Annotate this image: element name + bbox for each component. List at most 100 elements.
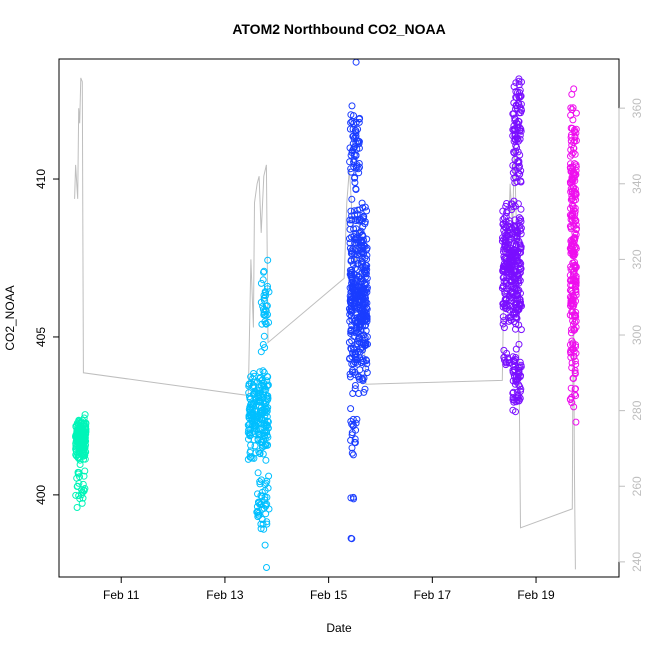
data-point	[571, 234, 579, 242]
x-tick-label: Feb 17	[414, 588, 452, 602]
data-point	[256, 425, 264, 433]
data-point	[345, 305, 353, 313]
data-point	[509, 169, 517, 177]
data-point	[360, 374, 368, 382]
data-point	[570, 293, 578, 301]
data-point	[260, 332, 268, 340]
data-point	[363, 304, 371, 312]
data-point	[350, 495, 358, 503]
x-tick-label: Feb 15	[310, 588, 348, 602]
data-point	[346, 158, 354, 166]
data-point	[347, 405, 355, 413]
data-point	[361, 203, 369, 211]
data-point	[258, 441, 266, 449]
data-point	[505, 295, 513, 303]
data-point	[363, 312, 370, 320]
data-point	[513, 257, 521, 265]
data-point	[349, 390, 357, 397]
data-point	[257, 520, 265, 528]
secondary-y-tick-label: 320	[630, 249, 644, 269]
data-point	[509, 162, 517, 169]
data-point	[262, 302, 270, 310]
data-point	[346, 235, 353, 243]
data-point	[572, 189, 580, 197]
data-point	[571, 126, 578, 134]
data-point	[72, 422, 80, 430]
data-point	[357, 216, 365, 223]
data-point	[348, 216, 356, 224]
data-point	[346, 125, 354, 133]
data-point	[352, 353, 360, 361]
data-point	[503, 200, 511, 207]
data-point	[356, 345, 364, 353]
data-point	[517, 224, 525, 232]
secondary-y-tick-label: 240	[630, 552, 644, 572]
data-point	[350, 327, 358, 335]
data-point	[351, 382, 359, 389]
data-point	[350, 290, 358, 298]
data-point	[567, 348, 574, 356]
data-point	[347, 534, 355, 542]
data-point	[516, 124, 524, 132]
data-point	[256, 384, 264, 392]
data-point	[510, 197, 518, 205]
x-axis: Feb 11 Feb 13 Feb 15 Feb 17 Feb 19	[103, 577, 555, 602]
data-point	[255, 511, 263, 519]
data-point	[361, 322, 369, 330]
data-point	[352, 58, 360, 66]
data-point	[347, 207, 355, 215]
data-point	[80, 444, 88, 452]
x-tick-label: Feb 11	[103, 588, 140, 602]
data-point	[515, 286, 523, 294]
data-point	[570, 85, 578, 93]
data-point	[347, 312, 355, 320]
data-point	[261, 403, 269, 410]
data-point	[264, 424, 272, 432]
points-layer	[72, 58, 580, 571]
data-point	[505, 223, 513, 231]
data-point	[566, 311, 574, 319]
data-point	[258, 492, 266, 500]
series-5	[566, 85, 580, 426]
data-point	[511, 300, 519, 308]
data-point	[510, 122, 518, 130]
data-point	[510, 126, 518, 134]
data-point	[79, 417, 87, 425]
data-point	[514, 248, 522, 256]
data-point	[517, 326, 525, 334]
data-point	[568, 337, 576, 345]
data-point	[352, 294, 360, 302]
data-point	[359, 375, 367, 383]
data-point	[500, 248, 507, 256]
data-point	[257, 492, 265, 500]
data-point	[351, 174, 358, 182]
data-point	[362, 327, 370, 335]
data-point	[249, 375, 257, 382]
data-point	[505, 217, 513, 225]
data-point	[259, 367, 267, 375]
data-point	[358, 248, 366, 256]
data-point	[262, 312, 270, 320]
data-point	[516, 358, 524, 366]
data-point	[264, 256, 272, 264]
data-point	[265, 319, 273, 326]
data-point	[263, 564, 270, 571]
data-point	[254, 435, 262, 443]
data-point	[501, 289, 509, 297]
data-point	[353, 318, 361, 326]
data-point	[516, 162, 523, 170]
data-point	[73, 504, 81, 511]
data-point	[350, 318, 358, 326]
data-point	[515, 81, 523, 89]
series-4	[498, 75, 525, 416]
data-point	[363, 266, 371, 274]
data-point	[572, 221, 580, 229]
data-point	[261, 487, 269, 495]
data-point	[346, 266, 354, 274]
data-point	[259, 341, 267, 348]
data-point	[352, 340, 360, 348]
data-point	[248, 410, 256, 418]
y-axis: 400 405 410	[34, 169, 59, 505]
data-point	[516, 302, 523, 310]
